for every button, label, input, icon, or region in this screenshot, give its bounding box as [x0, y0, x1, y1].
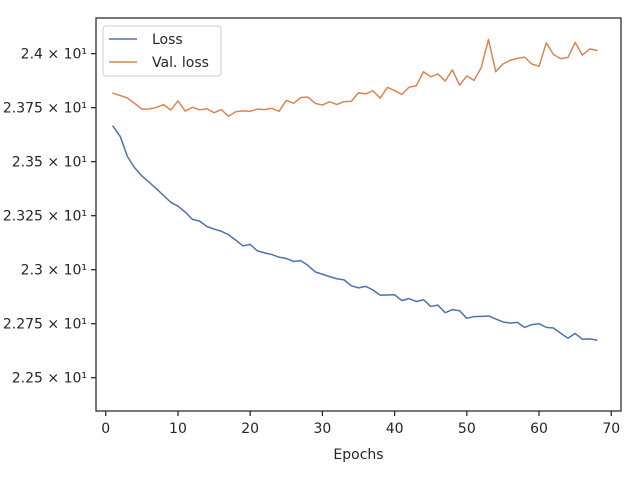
series-line-0 — [112, 125, 598, 341]
legend: Loss Val. loss — [102, 25, 222, 77]
x-tick-label: 50 — [458, 421, 476, 437]
y-axis: 2.25 × 10¹ 2.275 × 10¹ 2.3 × 10¹ 2.325 × 10… — [3, 47, 96, 387]
plot-frame — [95, 17, 622, 412]
plot-background — [96, 18, 621, 411]
y-tick-label: 2.375 × 10¹ — [3, 101, 87, 117]
x-tick-label: 60 — [530, 421, 548, 437]
x-tick-label: 0 — [101, 421, 110, 437]
x-axis-label: Epochs — [333, 447, 383, 463]
legend-label: Val. loss — [152, 55, 209, 71]
y-tick-label: 2.4 × 10¹ — [21, 47, 87, 63]
x-tick-label: 20 — [241, 421, 259, 437]
x-tick-label: 10 — [169, 421, 187, 437]
legend-label: Loss — [152, 32, 183, 48]
x-tick-label: 70 — [602, 421, 620, 437]
y-tick-label: 2.35 × 10¹ — [12, 155, 87, 171]
series-line-1 — [112, 38, 598, 118]
x-tick-label: 30 — [313, 421, 331, 437]
x-tick-label: 40 — [386, 421, 404, 437]
x-axis: 0 10 20 30 40 50 60 70 — [101, 411, 620, 437]
series-layer — [112, 38, 598, 341]
y-tick-label: 2.25 × 10¹ — [12, 371, 87, 387]
y-tick-label: 2.3 × 10¹ — [21, 263, 87, 279]
y-tick-label: 2.275 × 10¹ — [3, 317, 87, 333]
y-tick-label: 2.325 × 10¹ — [3, 209, 87, 225]
